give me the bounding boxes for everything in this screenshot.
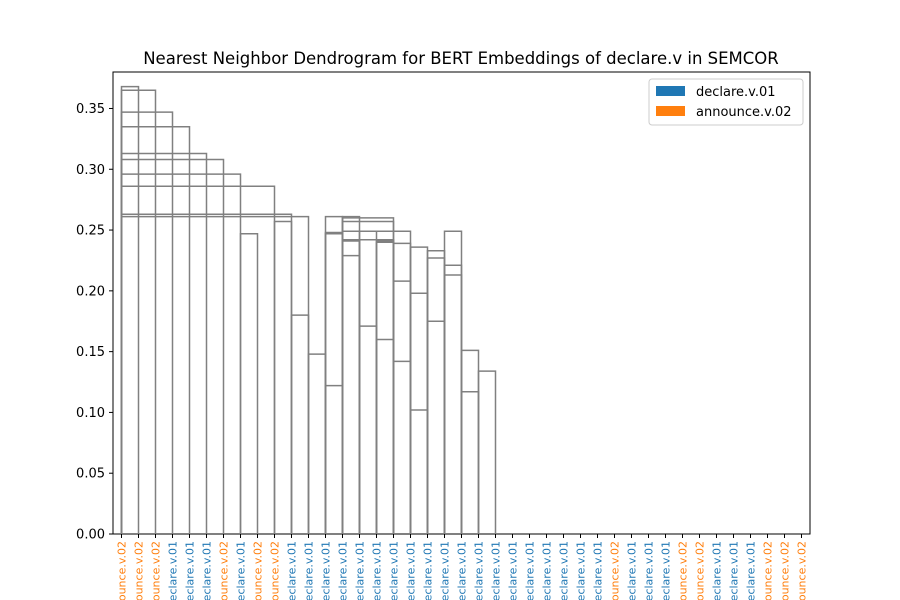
leaf-label: declare.v.01 <box>541 541 554 600</box>
dendrogram-link <box>273 220 293 534</box>
leaf-label: announce.v.02 <box>252 541 265 600</box>
leaf-label: declare.v.01 <box>303 541 316 600</box>
leaf-label: declare.v.01 <box>337 541 350 600</box>
leaf-label: announce.v.02 <box>218 541 231 600</box>
leaf-label: declare.v.01 <box>728 541 741 600</box>
dendrogram-link <box>324 231 344 534</box>
dendrogram-link <box>392 242 412 534</box>
dendrogram-link <box>120 215 310 534</box>
dendrogram-link <box>443 274 463 534</box>
leaf-label: declare.v.01 <box>388 541 401 600</box>
y-tick-label: 0.15 <box>76 345 105 360</box>
leaf-label: declare.v.01 <box>473 541 486 600</box>
leaf-label: declare.v.01 <box>524 541 537 600</box>
leaf-label: announce.v.02 <box>779 541 792 600</box>
leaf-label: declare.v.01 <box>592 541 605 600</box>
dendrogram-link <box>120 152 208 534</box>
dendrogram-link <box>460 391 480 534</box>
dendrogram-links <box>120 85 497 534</box>
leaf-label: declare.v.01 <box>320 541 333 600</box>
y-axis: 0.00 0.05 0.10 0.15 0.20 0.25 0.30 0.35 <box>76 102 113 543</box>
dendrogram-link <box>307 353 327 534</box>
leaf-label: declare.v.01 <box>558 541 571 600</box>
leaf-label: declare.v.01 <box>643 541 656 600</box>
legend-swatch-announce <box>656 106 685 116</box>
dendrogram-link <box>392 280 412 534</box>
y-tick-label: 0.35 <box>76 102 105 117</box>
leaf-label: announce.v.02 <box>694 541 707 600</box>
dendrogram-link <box>358 230 412 534</box>
leaf-label: declare.v.01 <box>235 541 248 600</box>
legend: declare.v.01 announce.v.02 <box>648 78 804 126</box>
dendrogram-link <box>375 338 395 534</box>
leaf-label: declare.v.01 <box>660 541 673 600</box>
leaf-label: announce.v.02 <box>609 541 622 600</box>
dendrogram-link <box>324 384 344 534</box>
dendrogram-link <box>290 314 310 534</box>
dendrogram-link <box>341 254 361 534</box>
leaf-label: declare.v.01 <box>201 541 214 600</box>
leaf-label: declare.v.01 <box>422 541 435 600</box>
leaf-label: announce.v.02 <box>762 541 775 600</box>
dendrogram-link <box>392 360 412 534</box>
legend-swatch-declare <box>656 86 685 96</box>
leaf-label: declare.v.01 <box>371 541 384 600</box>
leaf-label: declare.v.01 <box>286 541 299 600</box>
y-tick-label: 0.20 <box>76 284 105 299</box>
dendrogram-link <box>324 215 344 534</box>
dendrogram-link <box>120 173 242 534</box>
dendrogram-link <box>426 320 446 534</box>
dendrogram-link <box>239 232 259 534</box>
dendrogram-link <box>120 185 276 534</box>
dendrogram-link <box>375 241 395 534</box>
leaf-label: announce.v.02 <box>150 541 163 600</box>
dendrogram-link <box>358 325 378 534</box>
dendrogram-link <box>460 349 480 534</box>
dendrogram-link <box>341 215 361 534</box>
y-tick-label: 0.00 <box>76 528 105 543</box>
leaf-label: declare.v.01 <box>354 541 367 600</box>
leaf-label: declare.v.01 <box>456 541 469 600</box>
leaf-label: declare.v.01 <box>184 541 197 600</box>
dendrogram-link <box>120 111 174 534</box>
dendrogram-link <box>477 370 497 534</box>
dendrogram-link <box>324 232 344 534</box>
leaf-label: announce.v.02 <box>133 541 146 600</box>
y-tick-label: 0.25 <box>76 224 105 239</box>
dendrogram-link <box>341 220 395 534</box>
y-tick-label: 0.10 <box>76 406 105 421</box>
leaf-label: declare.v.01 <box>439 541 452 600</box>
leaf-label: declare.v.01 <box>575 541 588 600</box>
leaf-label: declare.v.01 <box>711 541 724 600</box>
leaf-label: declare.v.01 <box>167 541 180 600</box>
dendrogram-link <box>443 264 463 534</box>
legend-label-announce: announce.v.02 <box>696 105 792 120</box>
leaf-label: declare.v.01 <box>745 541 758 600</box>
leaf-label: declare.v.01 <box>507 541 520 600</box>
x-axis: announce.v.02 announce.v.02 announce.v.02 d… <box>116 534 809 600</box>
dendrogram-link <box>341 240 361 534</box>
legend-box <box>648 78 804 126</box>
chart-title: Nearest Neighbor Dendrogram for BERT Emb… <box>143 49 779 68</box>
dendrogram-link <box>341 239 361 534</box>
leaf-label: declare.v.01 <box>490 541 503 600</box>
leaf-label: announce.v.02 <box>116 541 129 600</box>
leaf-label: announce.v.02 <box>796 541 809 600</box>
leaf-label: announce.v.02 <box>269 541 282 600</box>
leaf-label: announce.v.02 <box>677 541 690 600</box>
dendrogram-link <box>341 217 395 534</box>
dendrogram-link <box>409 292 429 534</box>
leaf-label: declare.v.01 <box>405 541 418 600</box>
dendrogram-link <box>409 246 429 534</box>
leaf-label: declare.v.01 <box>626 541 639 600</box>
legend-label-declare: declare.v.01 <box>696 85 776 100</box>
y-tick-label: 0.30 <box>76 163 105 178</box>
dendrogram-link <box>426 257 446 534</box>
y-tick-label: 0.05 <box>76 467 105 482</box>
dendrogram-link <box>426 249 446 534</box>
dendrogram-link <box>375 240 395 534</box>
dendrogram-link <box>443 230 463 534</box>
dendrogram-link <box>409 409 429 534</box>
